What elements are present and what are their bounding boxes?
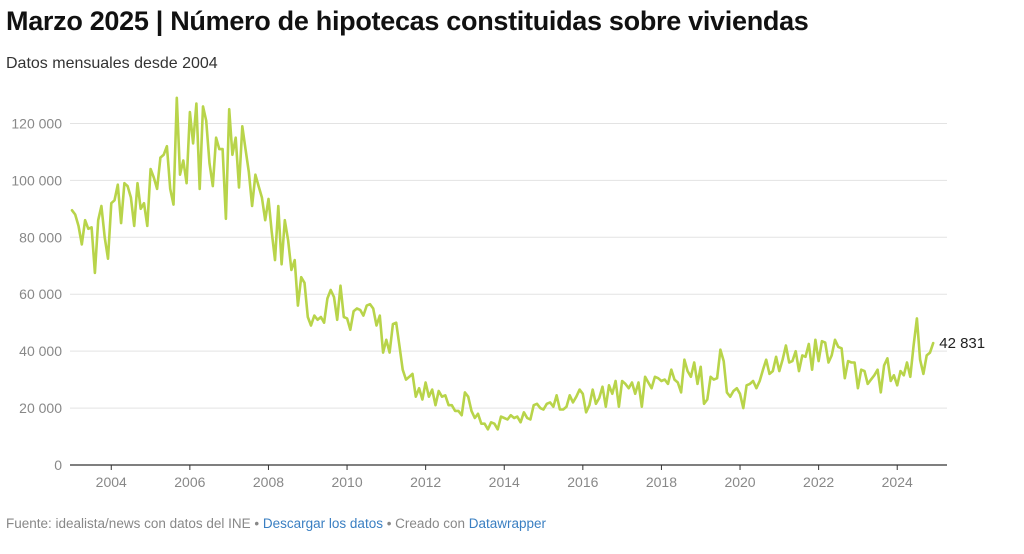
chart-subtitle: Datos mensuales desde 2004 [6,55,218,72]
x-tick-label: 2024 [882,474,913,490]
y-axis-ticks: 0 20 000 40 000 60 000 80 000 100 000 120 000 [11,115,62,473]
y-tick-label: 40 000 [19,343,62,359]
x-tick-label: 2008 [253,474,284,490]
x-tick-label: 2004 [96,474,127,490]
x-tick-label: 2014 [489,474,520,490]
x-axis-ticks: 2004 2006 2008 2010 2012 2014 2016 2018 2020 2022… [96,465,913,490]
y-tick-label: 80 000 [19,229,62,245]
datawrapper-link[interactable]: Datawrapper [468,516,547,531]
x-tick-label: 2012 [410,474,441,490]
x-tick-label: 2022 [803,474,834,490]
y-tick-label: 100 000 [11,172,62,188]
series-group: 42 831 [70,96,985,431]
page-title: Marzo 2025 | Número de hipotecas constit… [6,6,809,36]
x-tick-label: 2016 [567,474,598,490]
x-tick-label: 2010 [331,474,362,490]
x-tick-label: 2020 [724,474,755,490]
y-tick-label: 60 000 [19,286,62,302]
x-tick-label: 2006 [174,474,205,490]
gridlines [70,122,947,466]
footer-separator: • [250,516,263,531]
y-tick-label: 20 000 [19,400,62,416]
x-tick-label: 2018 [646,474,677,490]
y-tick-label: 0 [54,457,62,473]
series-line [70,96,935,431]
source-text: Fuente: idealista/news con datos del INE [6,516,251,531]
y-tick-label: 120 000 [11,115,62,131]
end-value-label: 42 831 [939,335,985,352]
download-data-link[interactable]: Descargar los datos [262,516,383,531]
footer: Fuente: idealista/news con datos del INE… [6,516,546,531]
footer-created-with: • Creado con [382,516,469,531]
